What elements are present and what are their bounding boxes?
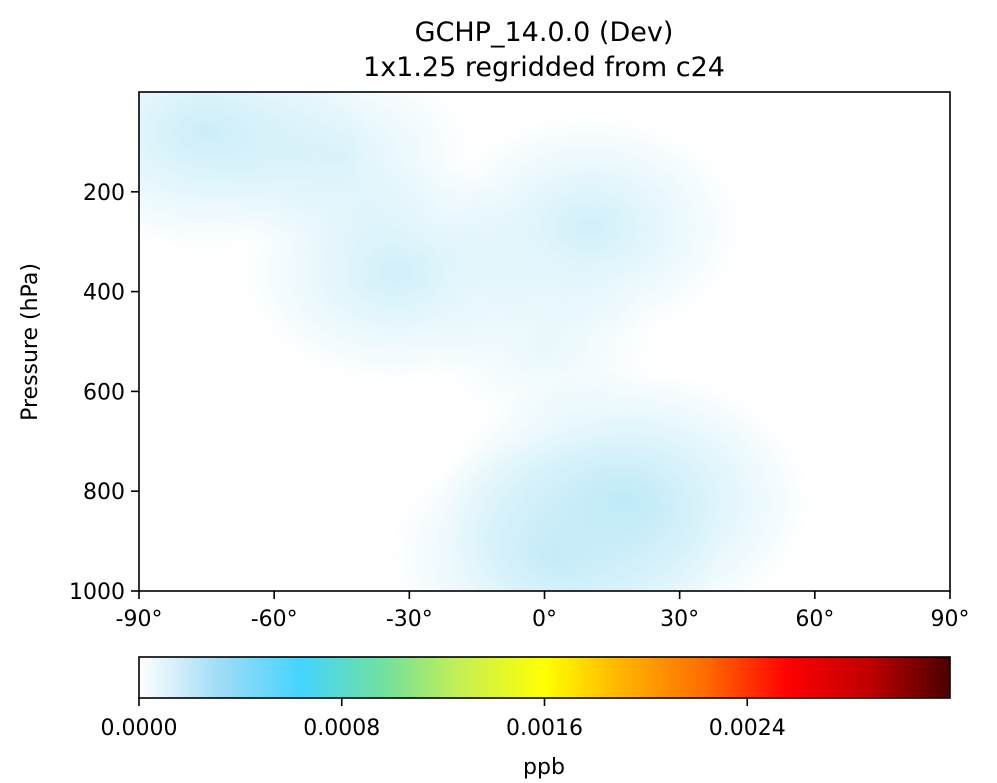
x-tick-label: 0°: [532, 607, 557, 632]
x-tick-label: 90°: [931, 607, 970, 632]
heatmap-field: [139, 92, 812, 591]
x-tick-label: -60°: [251, 607, 298, 632]
y-tick-label: 200: [83, 181, 125, 206]
chart-subtitle: 1x1.25 regridded from c24: [363, 52, 725, 83]
chart-title: GCHP_14.0.0 (Dev): [415, 17, 674, 48]
x-axis: -90° -60° -30° 0° 30° 60° 90°: [116, 591, 970, 632]
heatmap-cell-5: [389, 436, 718, 591]
y-tick-label: 400: [83, 281, 125, 306]
heatmap-cell-6: [432, 255, 657, 428]
x-tick-label: -90°: [116, 607, 163, 632]
x-tick-label: 60°: [795, 607, 834, 632]
colorbar-tick-label: 0.0016: [506, 716, 583, 741]
x-tick-label: 30°: [660, 607, 699, 632]
colorbar-tick-label: 0.0000: [101, 716, 178, 741]
colorbar: [138, 656, 951, 699]
colorbar-tick-label: 0.0008: [303, 716, 380, 741]
x-tick-label: -30°: [386, 607, 433, 632]
y-tick-label: 600: [83, 380, 125, 405]
y-tick-label: 1000: [69, 580, 125, 605]
y-tick-label: 800: [83, 480, 125, 505]
colorbar-tick-label: 0.0024: [709, 716, 786, 741]
y-axis-label: Pressure (hPa): [18, 263, 43, 421]
colorbar-label: ppb: [523, 755, 565, 780]
colorbar-axis: 0.0000 0.0008 0.0016 0.0024: [101, 698, 786, 741]
y-axis: 200 400 600 800 1000: [69, 181, 139, 605]
